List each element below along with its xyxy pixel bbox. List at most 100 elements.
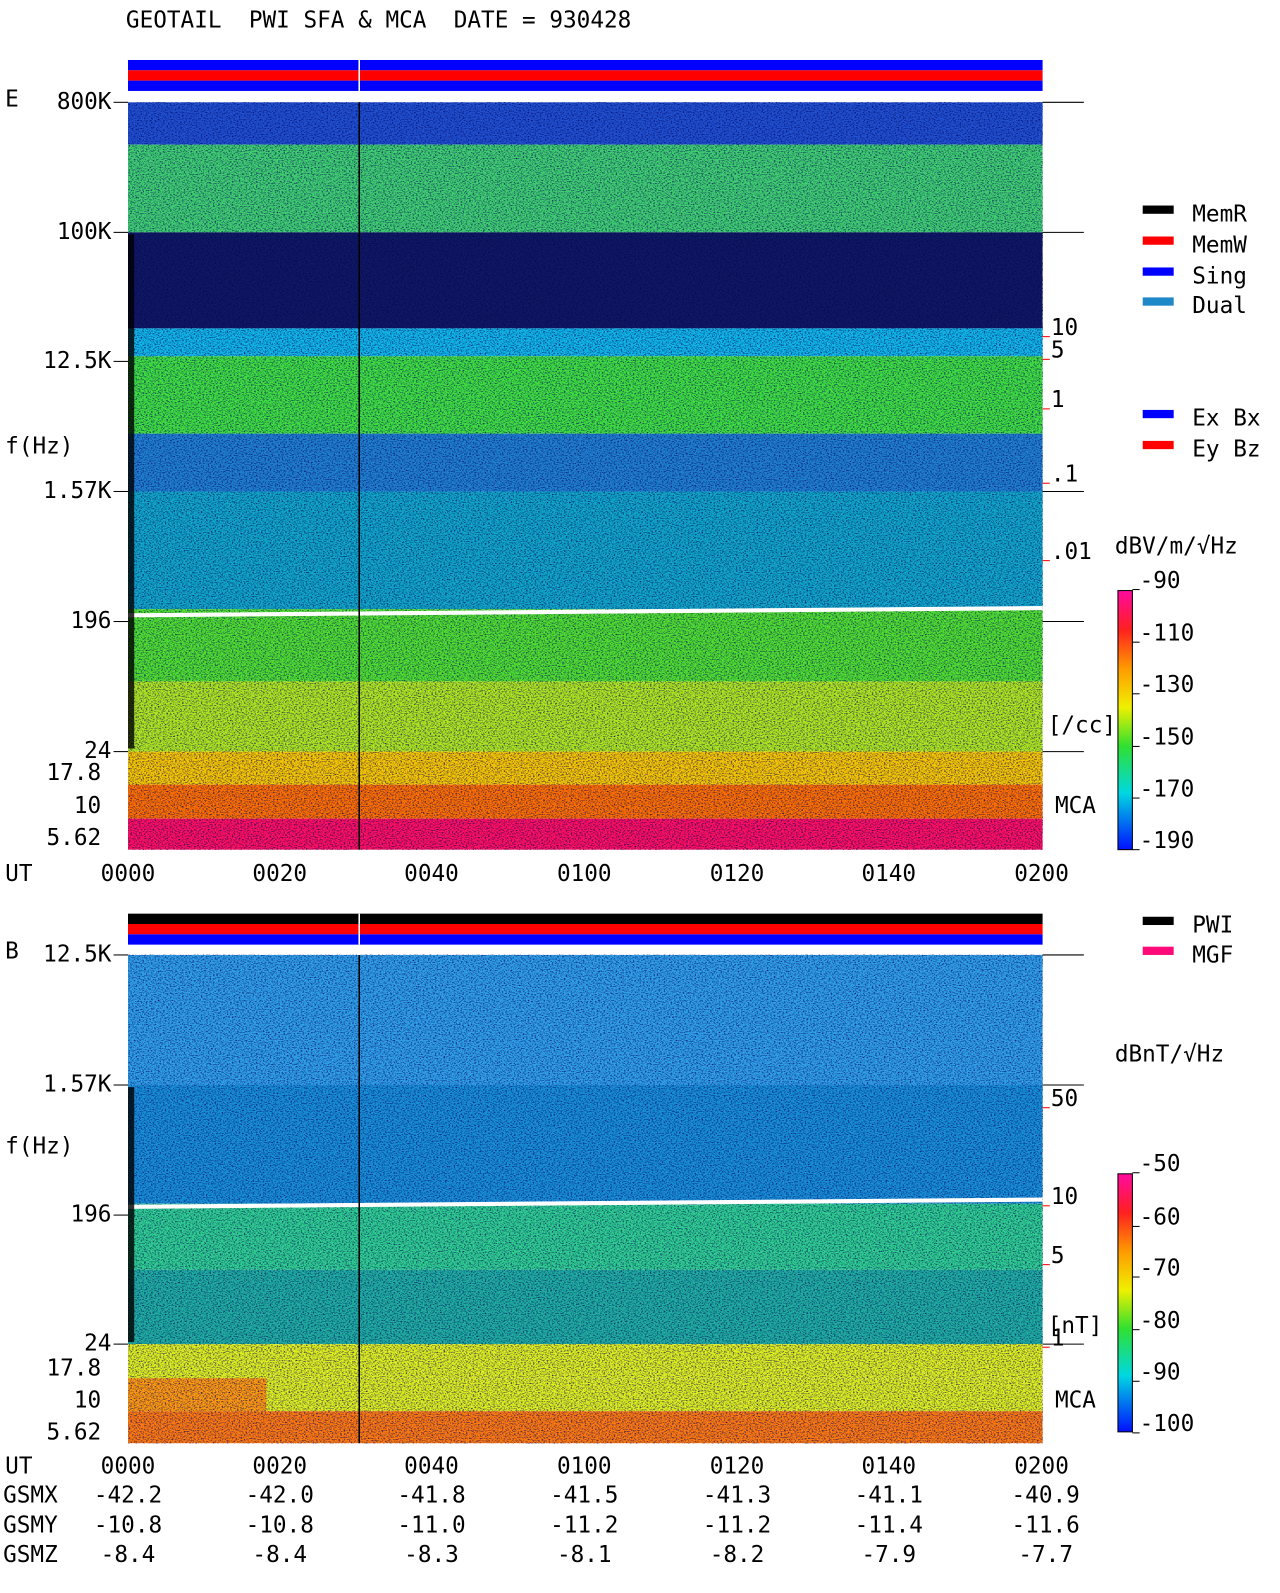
panel-label: B xyxy=(5,938,19,964)
legend-swatch xyxy=(1142,236,1174,245)
density-label: 1 xyxy=(1051,1325,1065,1351)
orbit-value: -41.8 xyxy=(397,1482,465,1508)
mca-label: MCA xyxy=(1055,1387,1096,1413)
y-tick-label: 24 xyxy=(84,738,111,764)
orbit-value: -10.8 xyxy=(94,1512,162,1538)
legend-label: MemR xyxy=(1192,201,1247,227)
mca-tick-label: 5.62 xyxy=(47,825,102,851)
y-tick-label: 1.57K xyxy=(43,478,112,504)
orbit-value: -41.5 xyxy=(550,1482,618,1508)
legend-label: MGF xyxy=(1192,942,1233,968)
legend-swatch xyxy=(1142,946,1174,955)
colorbar-tick-label: -110 xyxy=(1140,620,1195,646)
orbit-value: -11.4 xyxy=(855,1512,923,1538)
orbit-value: -10.8 xyxy=(246,1512,314,1538)
x-tick-label: 0200 xyxy=(1014,861,1069,887)
orbit-value: -11.2 xyxy=(550,1512,618,1538)
mca-tick-label: 10 xyxy=(74,793,101,819)
white-line xyxy=(127,1197,1043,1209)
orbit-value: -41.1 xyxy=(855,1482,923,1508)
mca-tick-label: 5.62 xyxy=(47,1419,102,1445)
colorbar-tick-label: -100 xyxy=(1140,1411,1195,1437)
mca-label: MCA xyxy=(1055,793,1096,819)
x-tick-label: 0020 xyxy=(252,1453,307,1479)
x-tick-label: 0100 xyxy=(557,861,612,887)
y-tick-label: 100K xyxy=(57,219,112,245)
legend-swatch xyxy=(1142,205,1174,214)
density-label: .1 xyxy=(1051,461,1078,487)
status-bar xyxy=(128,80,1043,91)
legend-swatch xyxy=(1142,916,1174,926)
title: GEOTAIL PWI SFA & MCA DATE = 930428 xyxy=(126,7,631,33)
orbit-label: GSMZ xyxy=(3,1542,58,1568)
orbit-value: -8.1 xyxy=(557,1542,612,1568)
colorbar-tick-label: -90 xyxy=(1140,568,1181,594)
mode-ticks xyxy=(128,234,135,749)
orbit-value: -8.2 xyxy=(710,1542,765,1568)
mca-tick-label: 17.8 xyxy=(47,1355,102,1381)
density-label: 5 xyxy=(1051,338,1065,364)
colorbar-label: dBnT/√Hz xyxy=(1115,1042,1224,1068)
legend-label: Dual xyxy=(1192,293,1247,319)
legend-label: Ex Bx xyxy=(1192,406,1260,432)
legend-swatch xyxy=(1142,297,1174,306)
legend-label: MemW xyxy=(1192,232,1247,258)
orbit-value: -8.4 xyxy=(252,1542,307,1568)
x-tick-label: 0000 xyxy=(101,1453,156,1479)
status-bar xyxy=(128,70,1043,81)
x-tick-label: 0040 xyxy=(404,1453,459,1479)
legend-label: Sing xyxy=(1192,263,1247,289)
density-label: 10 xyxy=(1051,1184,1078,1210)
x-tick-label: 0100 xyxy=(557,1453,612,1479)
y-tick-label: 12.5K xyxy=(43,941,112,967)
density-label: 5 xyxy=(1051,1243,1065,1269)
y-tick-label: 196 xyxy=(70,608,111,634)
colorbar-tick-label: -90 xyxy=(1140,1360,1181,1386)
legend-label: PWI xyxy=(1192,913,1233,939)
colorbar xyxy=(1117,590,1133,851)
spectrogram-noise xyxy=(128,102,1043,850)
white-line xyxy=(127,606,1043,618)
x-tick-label: 0140 xyxy=(861,861,916,887)
legend-swatch xyxy=(1142,267,1174,276)
panel-label: E xyxy=(5,87,19,113)
orbit-value: -7.7 xyxy=(1018,1542,1073,1568)
status-bar xyxy=(128,923,1043,935)
status-bar xyxy=(128,59,1043,71)
orbit-value: -41.3 xyxy=(703,1482,771,1508)
legend-label: Ey Bz xyxy=(1192,437,1260,463)
colorbar-tick-label: -170 xyxy=(1140,776,1195,802)
orbit-value: -7.9 xyxy=(861,1542,916,1568)
y-tick-label: 12.5K xyxy=(43,348,112,374)
orbit-value: -8.4 xyxy=(101,1542,156,1568)
y-tick-label: 196 xyxy=(70,1202,111,1228)
orbit-value: -11.2 xyxy=(703,1512,771,1538)
y-tick-label: 24 xyxy=(84,1331,111,1357)
orbit-value: -8.3 xyxy=(404,1542,459,1568)
mode-ticks xyxy=(128,1087,135,1343)
orbit-label: GSMY xyxy=(3,1512,58,1538)
colorbar-tick-label: -80 xyxy=(1140,1308,1181,1334)
x-tick-label: 0020 xyxy=(252,861,307,887)
orbit-value: -42.0 xyxy=(246,1482,314,1508)
colorbar-label: dBV/m/√Hz xyxy=(1115,534,1238,560)
density-label: 50 xyxy=(1051,1086,1078,1112)
time-axis-label: UT xyxy=(5,1453,33,1479)
x-tick-label: 0140 xyxy=(861,1453,916,1479)
orbit-value: -42.2 xyxy=(94,1482,162,1508)
axis-label: f(Hz) xyxy=(5,1133,73,1159)
x-tick-label: 0040 xyxy=(404,861,459,887)
axis-label: f(Hz) xyxy=(5,434,73,460)
legend-swatch xyxy=(1142,409,1174,419)
orbit-value: -11.6 xyxy=(1012,1512,1080,1538)
density-unit: [/cc] xyxy=(1048,712,1116,738)
density-label: 10 xyxy=(1051,315,1078,341)
orbit-value: -11.0 xyxy=(397,1512,465,1538)
colorbar-tick-label: -60 xyxy=(1140,1205,1181,1231)
y-tick-label: 800K xyxy=(57,89,112,115)
density-unit: [nT] xyxy=(1048,1313,1103,1339)
time-axis-label: UT xyxy=(5,861,33,887)
y-tick-label: 1.57K xyxy=(43,1072,112,1098)
